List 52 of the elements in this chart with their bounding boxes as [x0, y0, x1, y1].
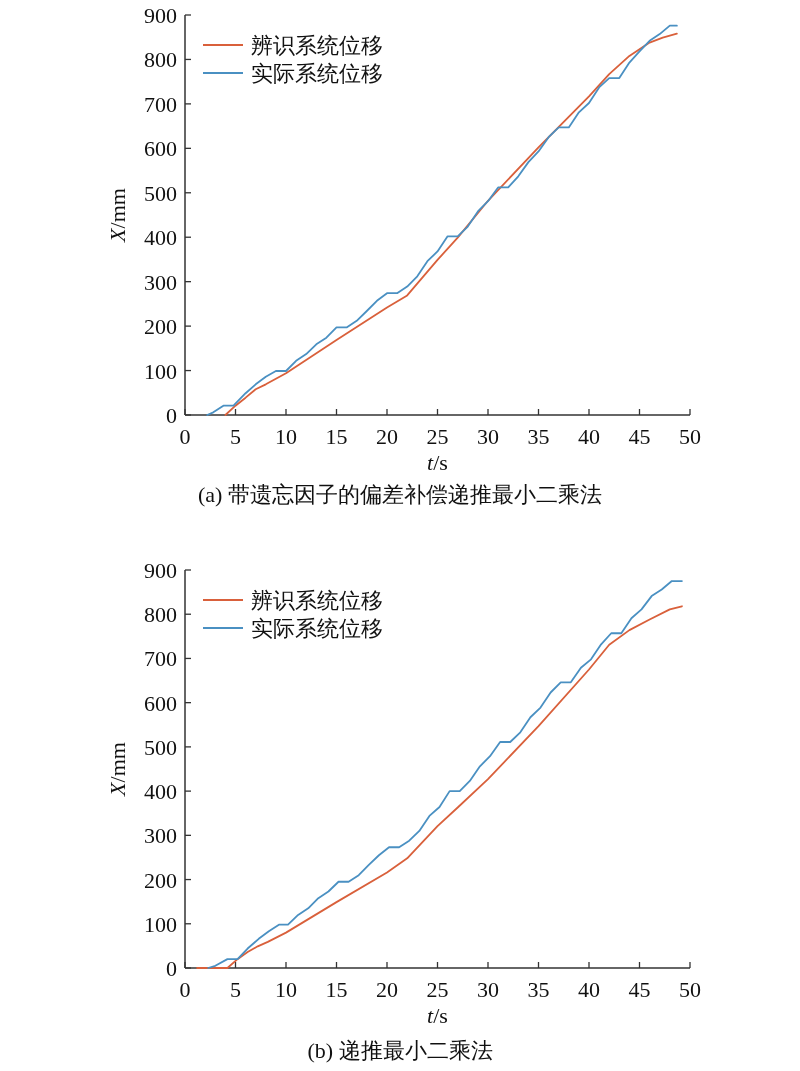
legend-label: 辨识系统位移: [251, 588, 383, 613]
x-tick-label: 20: [376, 424, 398, 449]
x-tick-label: 30: [477, 424, 499, 449]
x-tick-label: 0: [179, 977, 191, 1002]
y-tick-label: 900: [144, 558, 177, 583]
subtitle: (b) 递推最小二乘法: [307, 1038, 493, 1063]
y-tick-label: 600: [144, 690, 177, 716]
x-tick-label: 50: [679, 424, 701, 449]
y-tick-label: 0: [166, 956, 177, 981]
y-tick-label: 300: [144, 269, 177, 295]
x-tick-label: 25: [426, 424, 449, 449]
x-tick-label: 30: [477, 977, 499, 1002]
x-tick-label: 0: [179, 424, 191, 449]
x-tick-label: 15: [325, 977, 348, 1002]
x-tick-label: 25: [426, 977, 449, 1002]
x-axis-title: t/s: [427, 450, 448, 475]
x-tick-label: 40: [578, 977, 600, 1002]
y-tick-label: 600: [144, 136, 177, 162]
legend-label: 实际系统位移: [251, 616, 383, 641]
y-tick-label: 500: [144, 180, 177, 206]
x-tick-label: 35: [527, 424, 550, 449]
y-tick-label: 300: [144, 823, 177, 849]
y-tick-label: 700: [144, 91, 177, 117]
y-tick-label: 900: [144, 3, 177, 28]
y-tick-label: 100: [144, 358, 177, 384]
y-tick-label: 200: [144, 314, 177, 340]
legend-label: 实际系统位移: [251, 61, 383, 86]
subtitle: (a) 带遗忘因子的偏差补偿递推最小二乘法: [198, 482, 602, 507]
y-tick-label: 500: [144, 734, 177, 760]
x-tick-label: 45: [628, 977, 651, 1002]
y-axis-title: X/mm: [105, 742, 130, 796]
y-tick-label: 800: [144, 47, 177, 73]
y-tick-label: 100: [144, 911, 177, 937]
y-axis-title: X/mm: [105, 188, 130, 242]
y-tick-label: 400: [144, 225, 177, 251]
x-tick-label: 35: [527, 977, 550, 1002]
x-tick-label: 5: [230, 424, 241, 449]
y-tick-label: 200: [144, 867, 177, 893]
x-tick-label: 40: [578, 424, 600, 449]
x-tick-label: 10: [275, 424, 297, 449]
x-tick-label: 20: [376, 977, 398, 1002]
y-tick-label: 400: [144, 779, 177, 805]
y-tick-label: 700: [144, 646, 177, 672]
x-axis-title: t/s: [427, 1003, 448, 1028]
x-tick-label: 45: [628, 424, 651, 449]
x-tick-label: 15: [325, 424, 348, 449]
x-tick-label: 50: [679, 977, 701, 1002]
y-tick-label: 800: [144, 602, 177, 628]
x-tick-label: 10: [275, 977, 297, 1002]
y-tick-label: 0: [166, 403, 177, 428]
legend-label: 辨识系统位移: [251, 33, 383, 58]
x-tick-label: 5: [230, 977, 241, 1002]
